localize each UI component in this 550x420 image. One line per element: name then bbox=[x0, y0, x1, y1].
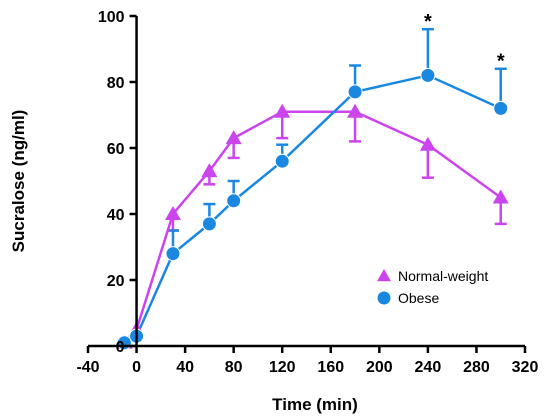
legend-marker-normal-weight bbox=[377, 269, 391, 282]
x-tick-label: 240 bbox=[415, 359, 442, 376]
x-tick-label: 320 bbox=[512, 359, 539, 376]
obese-point bbox=[165, 246, 181, 262]
significance-annotations: ** bbox=[424, 11, 505, 73]
y-tick-label: 0 bbox=[116, 339, 125, 356]
y-tick-label: 20 bbox=[107, 273, 125, 290]
x-axis-title: Time (min) bbox=[272, 395, 358, 414]
x-tick-label: 200 bbox=[366, 359, 393, 376]
y-tick-label: 80 bbox=[107, 75, 125, 92]
legend-marker-obese bbox=[377, 291, 391, 305]
normal-weight-point bbox=[492, 189, 509, 204]
obese-point bbox=[226, 193, 242, 209]
legend: Normal-weight Obese bbox=[377, 268, 488, 306]
legend-label-obese: Obese bbox=[398, 290, 439, 306]
error-bars bbox=[166, 27, 507, 254]
normal-weight-point bbox=[164, 206, 181, 220]
normal-weight-point bbox=[419, 136, 436, 151]
x-tick-label: 160 bbox=[317, 359, 344, 376]
obese-point bbox=[347, 84, 363, 100]
obese-point bbox=[493, 100, 509, 116]
obese-point bbox=[201, 216, 217, 232]
normal-weight-point bbox=[201, 163, 218, 178]
obese-point bbox=[420, 67, 436, 83]
x-tick-label: 0 bbox=[132, 359, 141, 376]
obese-point bbox=[274, 153, 290, 169]
x-tick-label: 80 bbox=[225, 359, 243, 376]
y-axis-title: Sucralose (ng/ml) bbox=[9, 110, 28, 253]
x-tick-label: 280 bbox=[463, 359, 490, 376]
x-tick-label: 120 bbox=[269, 359, 296, 376]
y-tick-label: 40 bbox=[107, 207, 125, 224]
axes: -40 0 40 80 120 160 200 240 280 320 0 20 40 60 80 100 bbox=[76, 9, 538, 376]
y-tick-label: 60 bbox=[107, 141, 125, 158]
legend-label-normal-weight: Normal-weight bbox=[398, 268, 488, 284]
normal-weight-line bbox=[123, 110, 502, 344]
y-tick-label: 100 bbox=[98, 9, 125, 26]
x-tick-label: 40 bbox=[176, 359, 194, 376]
normal-weight-point bbox=[225, 130, 242, 145]
normal-weight-point bbox=[347, 103, 364, 118]
significance-asterisk: * bbox=[497, 51, 505, 73]
series-lines bbox=[123, 74, 502, 344]
x-tick-label: -40 bbox=[76, 359, 99, 376]
normal-weight-point bbox=[274, 103, 291, 118]
significance-asterisk: * bbox=[424, 11, 432, 33]
obese-line bbox=[123, 74, 502, 344]
